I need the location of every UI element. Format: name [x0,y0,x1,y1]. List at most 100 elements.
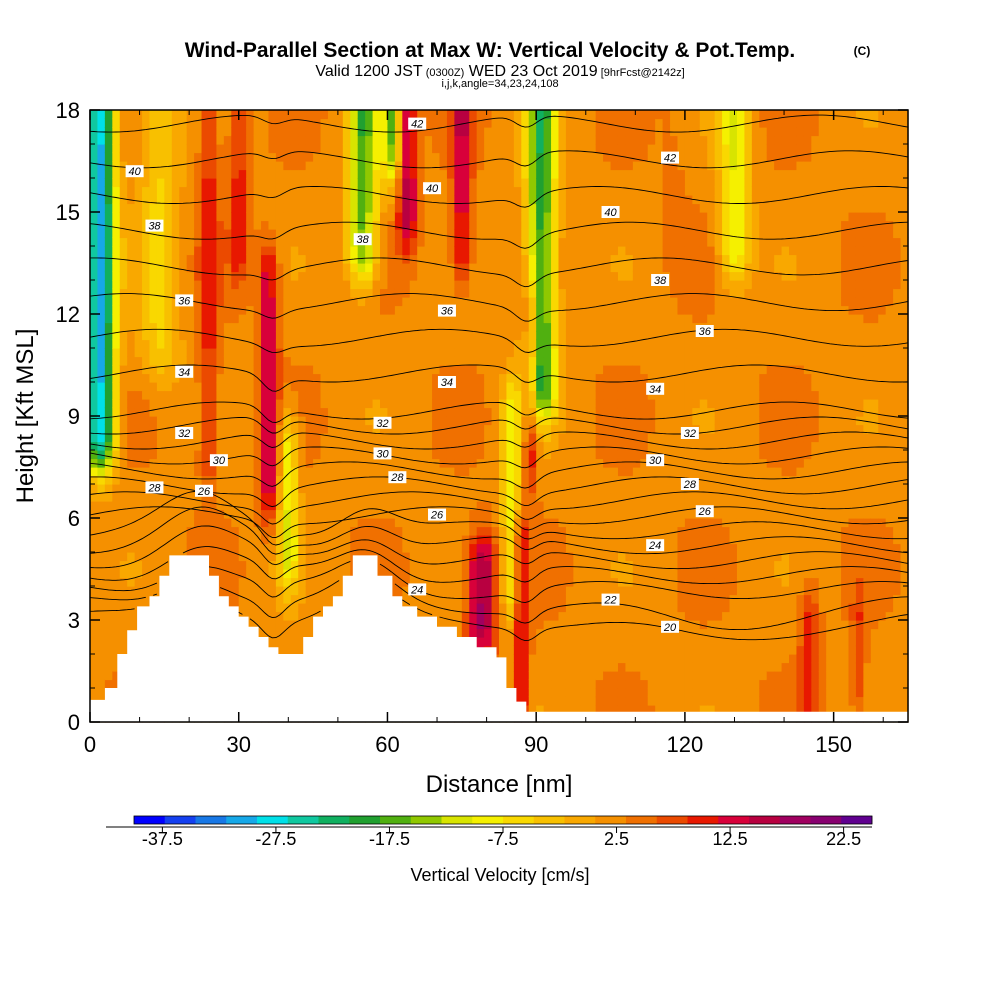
velocity-cell [573,611,582,621]
velocity-cell [573,662,582,672]
velocity-cell [499,390,508,400]
velocity-cell [283,195,292,205]
velocity-cell [551,305,560,315]
velocity-cell [134,441,143,451]
velocity-cell [90,280,99,290]
velocity-cell [394,458,403,468]
velocity-cell [350,450,359,460]
velocity-cell [261,246,270,256]
velocity-cell [595,535,604,545]
velocity-cell [171,220,180,230]
velocity-cell [491,144,500,154]
velocity-cell [588,135,597,145]
velocity-cell [134,433,143,443]
velocity-cell [134,271,143,281]
velocity-cell [551,509,560,519]
velocity-cell [298,314,307,324]
velocity-cell [536,195,545,205]
velocity-cell [521,662,530,672]
velocity-cell [149,407,158,417]
velocity-cell [298,365,307,375]
velocity-cell [223,144,232,154]
velocity-cell [223,577,232,587]
velocity-cell [439,560,448,570]
velocity-cell [573,628,582,638]
velocity-cell [253,135,262,145]
velocity-cell [432,229,441,239]
velocity-cell [417,390,426,400]
velocity-cell [565,212,574,222]
velocity-cell [461,526,470,536]
velocity-cell [223,169,232,179]
velocity-cell [409,169,418,179]
velocity-cell [134,118,143,128]
velocity-cell [320,178,329,188]
velocity-cell [432,195,441,205]
velocity-cell [513,161,522,171]
velocity-cell [104,628,113,638]
velocity-cell [595,518,604,528]
velocity-cell [134,305,143,315]
velocity-cell [446,348,455,358]
velocity-cell [320,348,329,358]
velocity-cell [491,390,500,400]
velocity-cell [327,433,336,443]
velocity-cell [335,339,344,349]
velocity-cell [208,254,218,264]
velocity-cell [171,331,180,341]
velocity-cell [543,458,552,468]
velocity-cell [446,356,455,366]
velocity-cell [142,203,151,213]
velocity-cell [454,586,463,596]
velocity-cell [454,424,463,434]
velocity-cell [127,237,136,247]
velocity-cell [223,152,232,162]
velocity-cell [499,356,508,366]
velocity-cell [119,356,128,366]
velocity-cell [551,144,560,154]
velocity-cell [261,543,270,553]
velocity-cell [231,484,240,494]
velocity-cell [558,654,567,664]
velocity-cell [409,178,418,188]
velocity-cell [536,509,545,519]
velocity-cell [305,237,314,247]
velocity-cell [327,280,336,290]
velocity-cell [573,186,582,196]
velocity-cell [528,365,537,375]
velocity-cell [454,246,463,256]
velocity-cell [290,246,299,256]
velocity-cell [179,135,188,145]
velocity-cell [372,543,381,553]
velocity-cell [536,526,545,536]
velocity-cell [231,390,240,400]
velocity-cell [528,314,537,324]
velocity-cell [298,509,307,519]
velocity-cell [432,501,441,511]
velocity-cell [409,254,418,264]
velocity-cell [402,526,411,536]
velocity-cell [290,237,299,247]
velocity-cell [290,178,299,188]
velocity-cell [97,288,106,298]
velocity-cell [97,484,106,494]
velocity-cell [298,339,307,349]
velocity-cell [134,552,143,562]
velocity-cell [491,161,500,171]
velocity-cell [208,416,218,426]
velocity-cell [238,560,247,570]
velocity-cell [90,237,99,247]
velocity-cell [179,509,188,519]
velocity-cell [253,518,262,528]
velocity-cell [290,501,299,511]
velocity-cell [134,127,143,137]
velocity-cell [394,314,403,324]
velocity-cell [484,492,493,502]
velocity-cell [142,560,151,570]
velocity-cell [149,399,158,409]
velocity-cell [521,637,530,647]
velocity-cell [461,280,470,290]
velocity-cell [565,382,574,392]
velocity-cell [506,144,515,154]
velocity-cell [283,501,292,511]
